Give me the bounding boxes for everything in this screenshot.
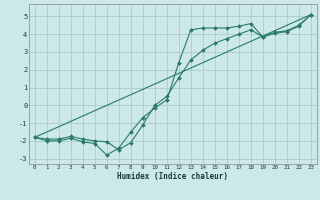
X-axis label: Humidex (Indice chaleur): Humidex (Indice chaleur) — [117, 172, 228, 181]
